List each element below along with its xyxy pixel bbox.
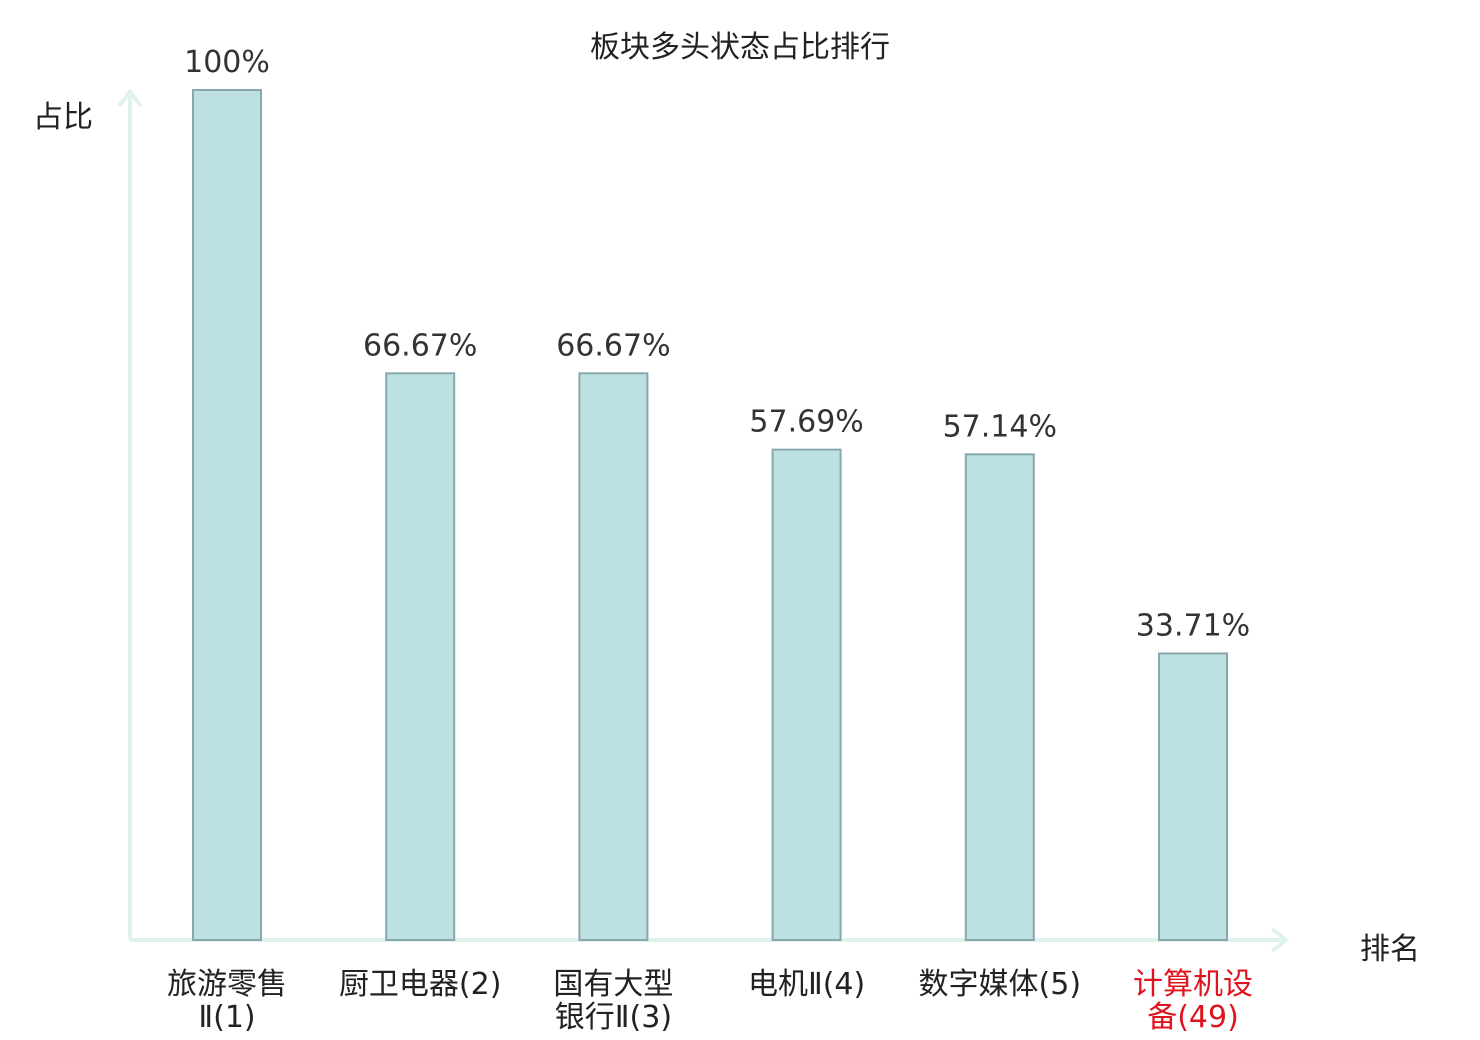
bar <box>964 453 1035 941</box>
value-labels-group: 100% 66.67% 66.67% 57.69% 57.14% 33.71% <box>184 45 1250 643</box>
x-tick-label: 备(49) <box>1147 1000 1239 1035</box>
bar-value-label: 57.69% <box>749 405 863 440</box>
chart-title: 板块多头状态占比排行 <box>590 30 890 65</box>
x-axis-label: 排名 <box>1360 932 1420 967</box>
bars-group <box>192 89 1228 942</box>
bar-value-label: 100% <box>184 45 270 80</box>
y-axis-arrow-icon <box>117 88 143 108</box>
bar <box>771 448 842 941</box>
axes <box>117 88 1290 953</box>
x-tick-label: 银行Ⅱ(3) <box>555 1000 672 1035</box>
x-axis-arrow-icon <box>1270 927 1290 953</box>
x-tick-label: 国有大型 <box>553 967 673 1002</box>
bar <box>385 372 456 941</box>
x-tick-label: Ⅱ(1) <box>198 1000 255 1035</box>
x-tick-label: 计算机设 <box>1133 967 1253 1002</box>
bar-value-label: 66.67% <box>363 328 477 363</box>
bar-value-label: 33.71% <box>1136 608 1250 643</box>
bar <box>578 372 649 941</box>
bar <box>1158 652 1228 942</box>
bar <box>192 89 262 941</box>
x-tick-label: 电机Ⅱ(4) <box>748 967 865 1002</box>
bar-value-label: 57.14% <box>943 409 1057 444</box>
x-tick-label: 数字媒体(5) <box>919 967 1082 1002</box>
x-tick-label: 旅游零售 <box>167 967 287 1002</box>
y-axis-label: 占比 <box>33 100 93 135</box>
x-tick-label: 厨卫电器(2) <box>339 967 502 1002</box>
bar-value-label: 66.67% <box>556 328 670 363</box>
